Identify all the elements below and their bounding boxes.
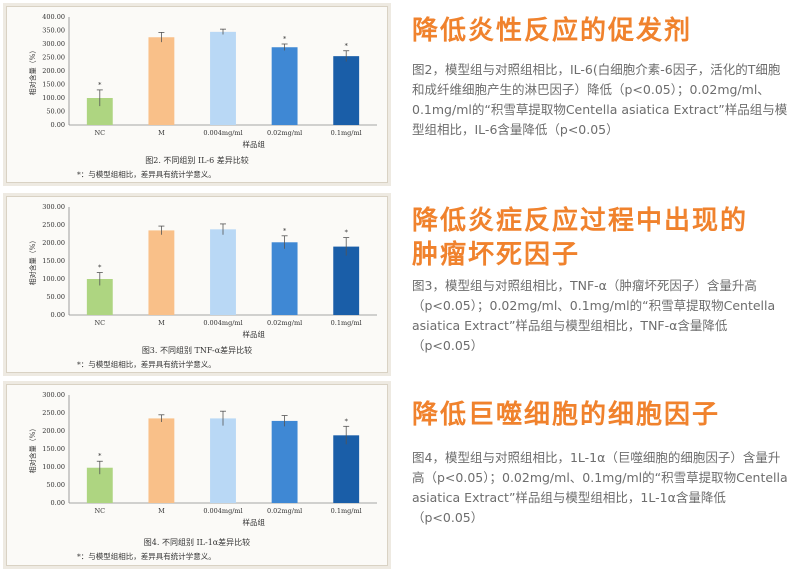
section-heading: 降低炎性反应的促发剂 [412,16,693,46]
y-tick-label: 50.00 [46,108,65,116]
significance-marker: * [345,42,349,50]
section-description: 图4，模型组与对照组相比，1L-1α（巨噬细胞的细胞因子）含量升高（p<0.05… [412,450,788,525]
x-axis-label: 样品组 [243,329,266,339]
bar [210,31,236,126]
y-tick-label: 250.00 [42,54,65,62]
chart-svg-tnf: 0.00 50.00 100.00 150.00 200.00 250.00 300.00 相… [28,203,377,339]
x-tick-label: 0.004mg/ml [203,507,242,515]
significance-marker: * [98,81,102,89]
y-tick-label: 100.00 [42,463,65,471]
chart-caption: 图4. 不同组别 IL-1α差异比较 [143,538,251,547]
bar [148,230,175,315]
y-tick-label: 0.00 [51,121,65,129]
y-tick-label: 100.00 [42,94,65,102]
y-tick-label: 200.00 [42,239,65,247]
x-axis-label: 样品组 [243,139,266,149]
chart-note: *：与模型组相比，差异具有统计学意义。 [77,360,216,369]
significance-marker: * [345,417,349,425]
y-tick-label: 200.00 [42,427,65,435]
x-tick-label: NC [94,507,105,515]
x-axis-label: 样品组 [243,517,266,527]
x-tick-label: M [158,129,165,137]
x-tick-label: 0.02mg/ml [267,129,302,137]
y-tick-label: 50.00 [46,293,65,301]
bar [148,37,175,125]
bar [333,56,360,125]
bar [333,246,360,315]
section-description: 图2，模型组与对照组相比，IL-6(白细胞介素-6因子，活化的T细胞和成纤维细胞… [412,62,788,137]
x-tick-label: M [158,319,165,327]
bar [271,47,298,125]
x-tick-label: 0.004mg/ml [203,129,242,137]
chart-svg-il1a: 0.00 50.00 100.00 150.00 200.00 250.00 300.00 相… [28,391,377,527]
y-tick-label: 150.00 [42,445,65,453]
x-tick-label: M [158,507,165,515]
section-heading: 降低炎症反应过程中出现的肿瘤坏死因子 [412,206,749,270]
y-tick-label: 300.00 [42,203,65,211]
significance-marker: * [283,227,287,235]
x-tick-label: 0.1mg/ml [331,129,362,137]
x-tick-label: 0.1mg/ml [331,507,362,515]
y-tick-label: 150.00 [42,257,65,265]
y-tick-label: 350.00 [42,27,65,35]
y-axis-label: 相对含量（%） [28,425,37,474]
y-tick-label: 100.00 [42,275,65,283]
y-tick-label: 200.00 [42,67,65,75]
chart-caption: 图3. 不同组别 TNF-α差异比较 [141,346,253,355]
chart-panel-il1a: 0.00 50.00 100.00 150.00 200.00 250.00 300.00 相… [6,384,388,566]
y-tick-label: 300.00 [42,391,65,399]
x-tick-label: NC [94,319,105,327]
y-tick-label: 250.00 [42,409,65,417]
y-tick-label: 0.00 [51,311,65,319]
bar [271,242,298,315]
y-tick-label: 50.00 [46,481,65,489]
y-tick-label: 250.00 [42,221,65,229]
chart-svg-il6: 0.00 50.00 100.00 150.00 200.00 250.00 300.00 3… [28,13,377,149]
x-tick-label: 0.1mg/ml [331,319,362,327]
section-description: 图3，模型组与对照组相比，TNF-α（肿瘤坏死因子）含量升高（p<0.05）；0… [412,278,776,353]
y-tick-label: 150.00 [42,81,65,89]
bar [271,420,298,503]
chart-note: *：与模型组相比，差异具有统计学意义。 [77,170,216,179]
x-tick-label: 0.02mg/ml [267,507,302,515]
bar [148,418,175,503]
x-tick-label: 0.02mg/ml [267,319,302,327]
bar [210,418,236,503]
y-axis-label: 相对含量（%） [28,47,37,96]
x-tick-label: 0.004mg/ml [203,319,242,327]
y-tick-label: 300.00 [42,40,65,48]
y-tick-label: 400.00 [42,13,65,21]
section-heading: 降低巨噬细胞的细胞因子 [412,400,721,430]
chart-panel-tnf: 0.00 50.00 100.00 150.00 200.00 250.00 300.00 相… [6,196,388,373]
x-tick-label: NC [94,129,105,137]
chart-caption: 图2. 不同组别 IL-6 差异比较 [145,156,249,165]
y-axis-label: 相对含量（%） [28,237,37,286]
y-tick-label: 0.00 [51,499,65,507]
chart-note: *：与模型组相比，差异具有统计学意义。 [77,552,216,561]
significance-marker: * [345,229,349,237]
significance-marker: * [283,35,287,43]
significance-marker: * [98,452,102,460]
bar [333,435,360,503]
bar [210,229,236,315]
significance-marker: * [98,264,102,272]
chart-panel-il6: 0.00 50.00 100.00 150.00 200.00 250.00 300.00 3… [6,6,388,183]
